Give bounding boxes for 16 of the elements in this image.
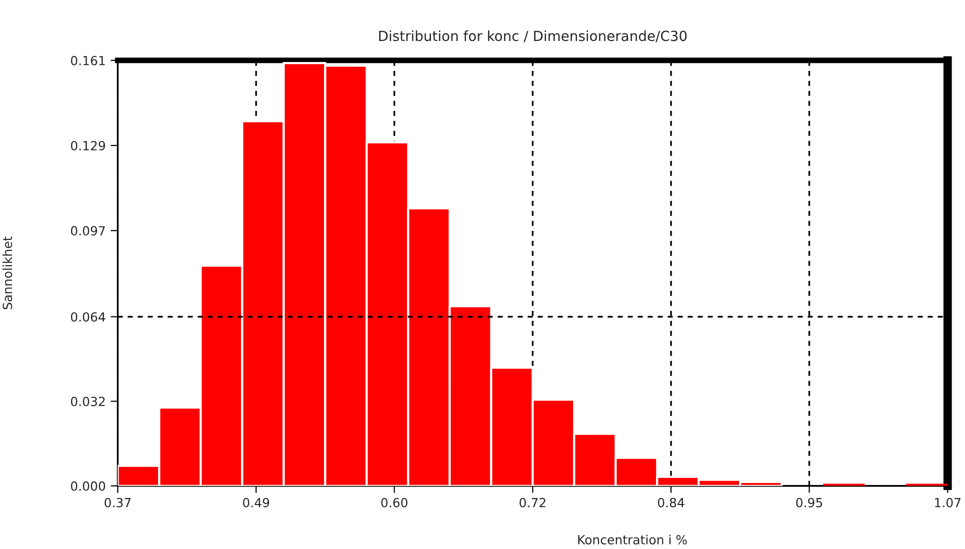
y-tick-label: 0.129 xyxy=(70,140,106,150)
x-tick-label: 1.07 xyxy=(935,498,960,508)
chart-title: Distribution for konc / Dimensionerande/C30 xyxy=(379,30,687,42)
y-tick-label: 0.000 xyxy=(70,481,106,491)
x-tick-label: 0.60 xyxy=(381,498,408,508)
x-tick-label: 0.37 xyxy=(104,498,131,508)
x-tick-label: 0.49 xyxy=(242,498,270,508)
y-tick-label: 0.097 xyxy=(70,226,105,236)
y-tick-label: 0.064 xyxy=(70,312,106,322)
y-tick-label: 0.161 xyxy=(70,56,105,66)
x-tick-label: 0.72 xyxy=(520,498,546,508)
x-axis-title: Koncentration i % xyxy=(578,534,687,544)
y-tick-label: 0.032 xyxy=(70,396,105,406)
y-axis-title: Sannolikhet xyxy=(2,236,12,310)
x-tick-label: 0.95 xyxy=(796,498,822,508)
x-tick-label: 0.84 xyxy=(658,498,684,508)
